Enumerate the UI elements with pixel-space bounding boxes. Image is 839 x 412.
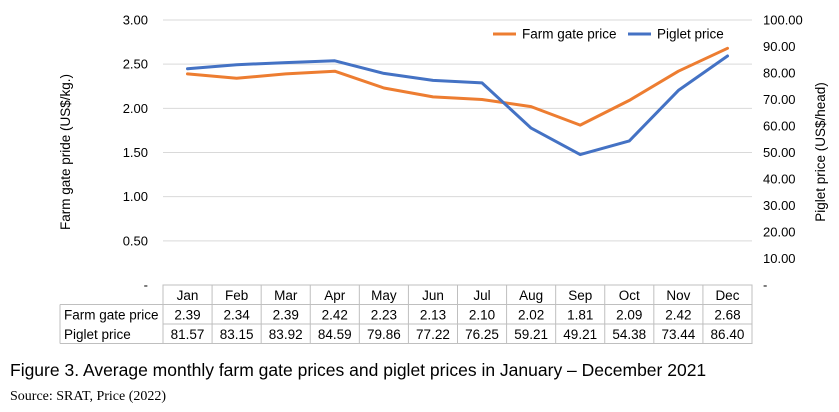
data-table-series-name: Piglet price <box>64 327 131 342</box>
right-axis-tick-label: 50.00 <box>763 145 796 160</box>
right-axis-title: Piglet price (US$/head) <box>813 82 828 222</box>
data-label: 2.13 <box>420 308 446 323</box>
left-axis-tick-label: 3.00 <box>123 13 148 28</box>
figure-source: Source: SRAT, Price (2022) <box>10 389 167 404</box>
x-axis-tick-label: Aug <box>519 288 543 303</box>
data-label: 2.39 <box>273 308 299 323</box>
right-axis-tick-label: 20.00 <box>763 225 796 240</box>
left-axis-tick-label: 1.50 <box>123 145 148 160</box>
data-label: 2.39 <box>174 308 200 323</box>
data-label: 77.22 <box>416 327 450 342</box>
data-label: 83.92 <box>269 327 303 342</box>
data-label: 1.81 <box>567 308 593 323</box>
x-axis-tick-label: Nov <box>666 288 690 303</box>
data-label: 49.21 <box>563 327 597 342</box>
right-axis-tick-label: 90.00 <box>763 39 796 54</box>
right-axis-tick-label: - <box>763 278 767 293</box>
data-label: 84.59 <box>318 327 352 342</box>
right-axis-tick-label: 70.00 <box>763 92 796 107</box>
data-label: 79.86 <box>367 327 401 342</box>
left-axis-tick-label: 1.00 <box>123 189 148 204</box>
x-axis-tick-label: Feb <box>225 288 248 303</box>
left-axis-title: Farm gate pride (US$/kg.) <box>58 74 73 230</box>
right-axis-tick-label: 60.00 <box>763 119 796 134</box>
x-axis-tick-label: Sep <box>568 288 592 303</box>
data-label: 81.57 <box>171 327 205 342</box>
right-axis-tick-label: 30.00 <box>763 198 796 213</box>
data-label: 2.23 <box>371 308 397 323</box>
data-label: 2.34 <box>223 308 250 323</box>
dual-axis-line-chart: - 0.50 1.00 1.50 2.00 2.50 3.00 - 10.00 20.00 30.0… <box>58 13 828 344</box>
data-label: 73.44 <box>661 327 695 342</box>
legend-entry: Farm gate price <box>522 27 617 42</box>
data-label: 2.42 <box>665 308 691 323</box>
x-axis-tick-label: Jun <box>422 288 444 303</box>
data-label: 2.02 <box>518 308 544 323</box>
right-axis-tick-label: 80.00 <box>763 66 796 81</box>
left-axis-tick-label: 2.50 <box>123 57 148 72</box>
right-axis-tick-label: 100.00 <box>763 13 803 28</box>
x-axis-tick-label: Dec <box>715 288 739 303</box>
figure-caption: Figure 3. Average monthly farm gate pric… <box>10 360 707 380</box>
x-axis-tick-label: Apr <box>324 288 346 303</box>
data-label: 83.15 <box>220 327 254 342</box>
left-axis-tick-label: - <box>144 278 148 293</box>
data-label: 59.21 <box>514 327 548 342</box>
data-label: 2.09 <box>616 308 642 323</box>
left-axis-tick-label: 0.50 <box>123 233 148 248</box>
data-label: 2.42 <box>322 308 348 323</box>
series-line-farm-gate-price <box>186 46 729 127</box>
right-axis-tick-label: 40.00 <box>763 172 796 187</box>
x-axis-tick-label: Jul <box>473 288 490 303</box>
x-axis-tick-label: Mar <box>274 288 298 303</box>
x-axis-tick-label: Oct <box>619 288 640 303</box>
data-table-series-name: Farm gate price <box>64 308 159 323</box>
x-axis-tick-label: May <box>371 288 397 303</box>
data-label: 86.40 <box>711 327 745 342</box>
data-label: 54.38 <box>612 327 646 342</box>
right-axis-tick-label: 10.00 <box>763 251 796 266</box>
legend-entry: Piglet price <box>657 27 724 42</box>
x-axis-tick-label: Jan <box>177 288 199 303</box>
data-label: 76.25 <box>465 327 499 342</box>
data-label: 2.10 <box>469 308 495 323</box>
series-line-piglet-price <box>186 54 729 157</box>
data-label: 2.68 <box>714 308 740 323</box>
left-axis-tick-label: 2.00 <box>123 101 148 116</box>
